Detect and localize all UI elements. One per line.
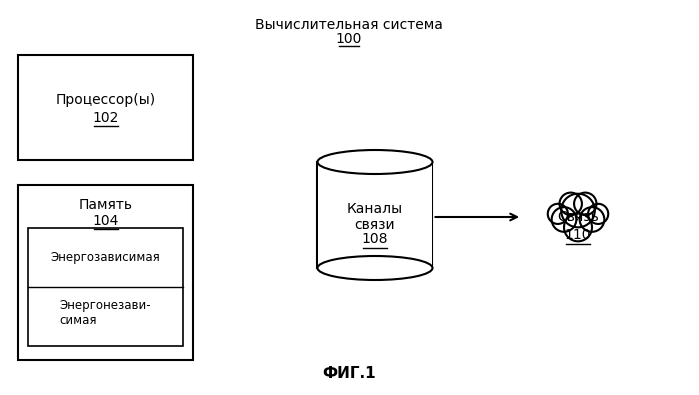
Text: Процессор(ы): Процессор(ы) bbox=[55, 92, 156, 107]
Ellipse shape bbox=[317, 256, 433, 280]
Text: 108: 108 bbox=[362, 232, 388, 246]
Text: Каналы
связи: Каналы связи bbox=[347, 202, 403, 232]
Circle shape bbox=[561, 194, 595, 227]
Circle shape bbox=[564, 213, 592, 241]
Bar bbox=[318, 162, 432, 268]
Text: Вычислительная система: Вычислительная система bbox=[255, 18, 443, 32]
Circle shape bbox=[574, 193, 596, 215]
Circle shape bbox=[588, 204, 608, 224]
Bar bbox=[18, 55, 193, 160]
Circle shape bbox=[548, 204, 568, 224]
Text: Связь: Связь bbox=[557, 210, 599, 224]
Ellipse shape bbox=[317, 150, 433, 174]
Text: 110: 110 bbox=[565, 228, 591, 242]
Text: Энергонезави-
симая: Энергонезави- симая bbox=[59, 299, 151, 327]
Text: 100: 100 bbox=[336, 32, 362, 46]
Circle shape bbox=[559, 193, 582, 215]
Text: Энергозависимая: Энергозависимая bbox=[50, 251, 160, 264]
Text: Память: Память bbox=[78, 198, 133, 212]
Bar bbox=[18, 185, 193, 360]
Text: ФИГ.1: ФИГ.1 bbox=[322, 365, 376, 380]
Bar bbox=[28, 228, 183, 346]
Circle shape bbox=[579, 207, 605, 232]
Text: 104: 104 bbox=[92, 214, 119, 228]
Text: 102: 102 bbox=[92, 111, 119, 124]
Circle shape bbox=[552, 207, 576, 232]
